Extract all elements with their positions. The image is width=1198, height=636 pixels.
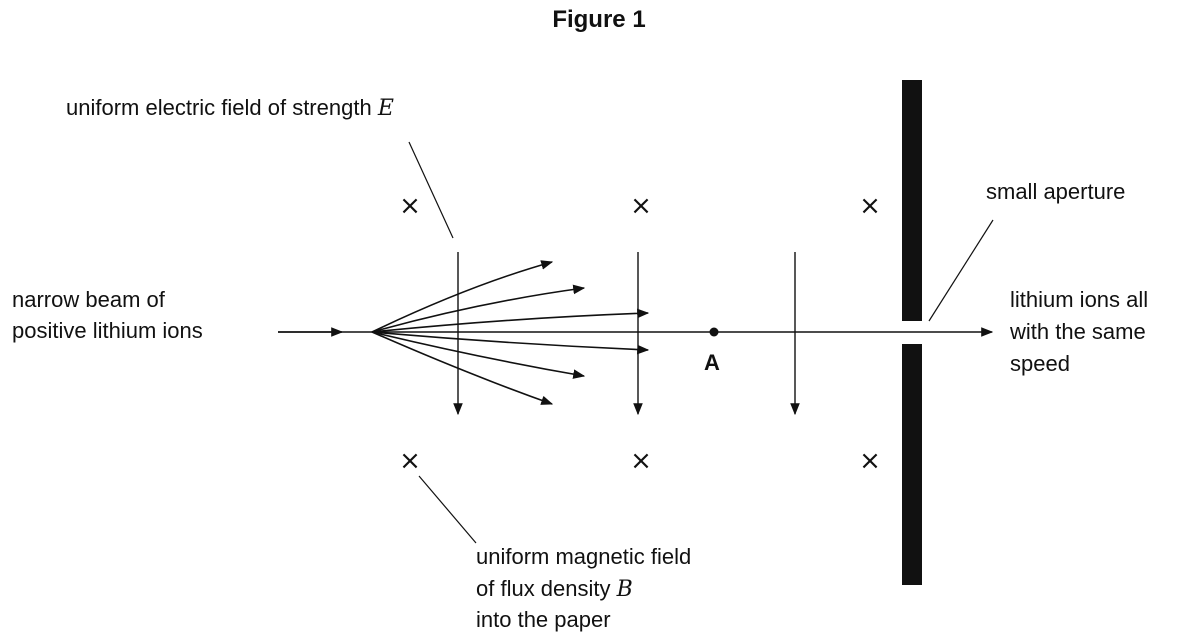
- electric-field-symbol: E: [377, 96, 394, 121]
- trajectory-5: [371, 331, 586, 379]
- magnetic-label-line1: uniform magnetic field: [476, 544, 692, 569]
- electric-field-label-text: uniform electric field of strength: [66, 95, 372, 120]
- aperture-leader: [928, 219, 994, 322]
- aperture-barrier-top: [902, 80, 922, 321]
- magnetic-field-symbol: B: [616, 577, 633, 602]
- magnetic-field-cross-3: ×: [859, 191, 881, 221]
- magnetic-field-cross-4: ×: [399, 446, 421, 476]
- magnetic-label-line2: of flux density B: [476, 573, 633, 605]
- magnetic-field-cross-1: ×: [399, 191, 421, 221]
- magnetic-field-cross-6: ×: [859, 446, 881, 476]
- magnetic-field-cross-2: ×: [630, 191, 652, 221]
- trajectory-4: [371, 331, 650, 355]
- aperture-label: small aperture: [986, 179, 1126, 204]
- beam-label-line2: positive lithium ions: [12, 318, 203, 343]
- magnetic-field-cross-5: ×: [630, 446, 652, 476]
- trajectory-2: [371, 284, 586, 333]
- output-label-line3: speed: [1010, 351, 1070, 376]
- trajectory-1: [371, 260, 554, 333]
- trajectory-6: [371, 331, 554, 405]
- electric-field-label: uniform electric field of strength E: [66, 92, 394, 124]
- magnetic-field-leader: [418, 475, 477, 544]
- point-a-marker: [709, 327, 719, 337]
- electric-field-leader: [408, 141, 454, 239]
- magnetic-label-line2-text: of flux density: [476, 576, 611, 601]
- output-label-line2: with the same: [1010, 319, 1146, 344]
- magnetic-label-line3: into the paper: [476, 607, 611, 632]
- beam-label-line1: narrow beam of: [12, 287, 165, 312]
- figure-title: Figure 1: [552, 6, 646, 33]
- output-label-line1: lithium ions all: [1010, 287, 1149, 312]
- aperture-barrier-bottom: [902, 344, 922, 585]
- point-a-label: A: [704, 350, 720, 375]
- trajectory-3: [371, 308, 650, 333]
